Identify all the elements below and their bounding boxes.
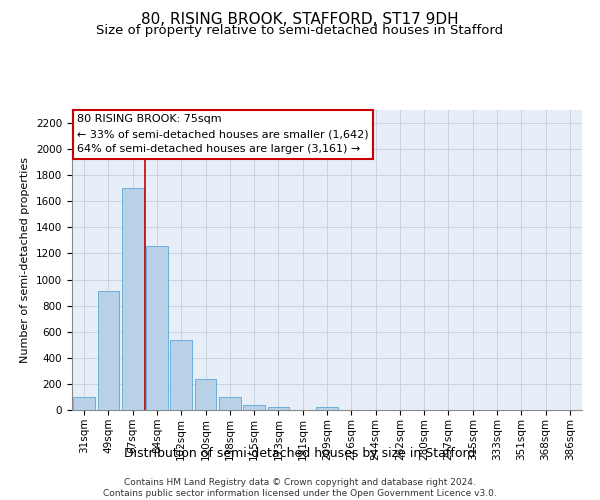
Bar <box>219 397 241 410</box>
Bar <box>194 380 217 410</box>
Y-axis label: Number of semi-detached properties: Number of semi-detached properties <box>20 157 31 363</box>
Text: 80, RISING BROOK, STAFFORD, ST17 9DH: 80, RISING BROOK, STAFFORD, ST17 9DH <box>141 12 459 28</box>
Bar <box>122 188 143 410</box>
Text: Size of property relative to semi-detached houses in Stafford: Size of property relative to semi-detach… <box>97 24 503 37</box>
Bar <box>316 406 338 410</box>
Bar <box>243 405 265 410</box>
Bar <box>97 292 119 410</box>
Bar <box>146 246 168 410</box>
Bar <box>268 406 289 410</box>
Bar <box>170 340 192 410</box>
Text: Contains HM Land Registry data © Crown copyright and database right 2024.
Contai: Contains HM Land Registry data © Crown c… <box>103 478 497 498</box>
Bar <box>73 397 95 410</box>
Text: Distribution of semi-detached houses by size in Stafford: Distribution of semi-detached houses by … <box>124 448 476 460</box>
Text: 80 RISING BROOK: 75sqm
← 33% of semi-detached houses are smaller (1,642)
64% of : 80 RISING BROOK: 75sqm ← 33% of semi-det… <box>77 114 369 154</box>
